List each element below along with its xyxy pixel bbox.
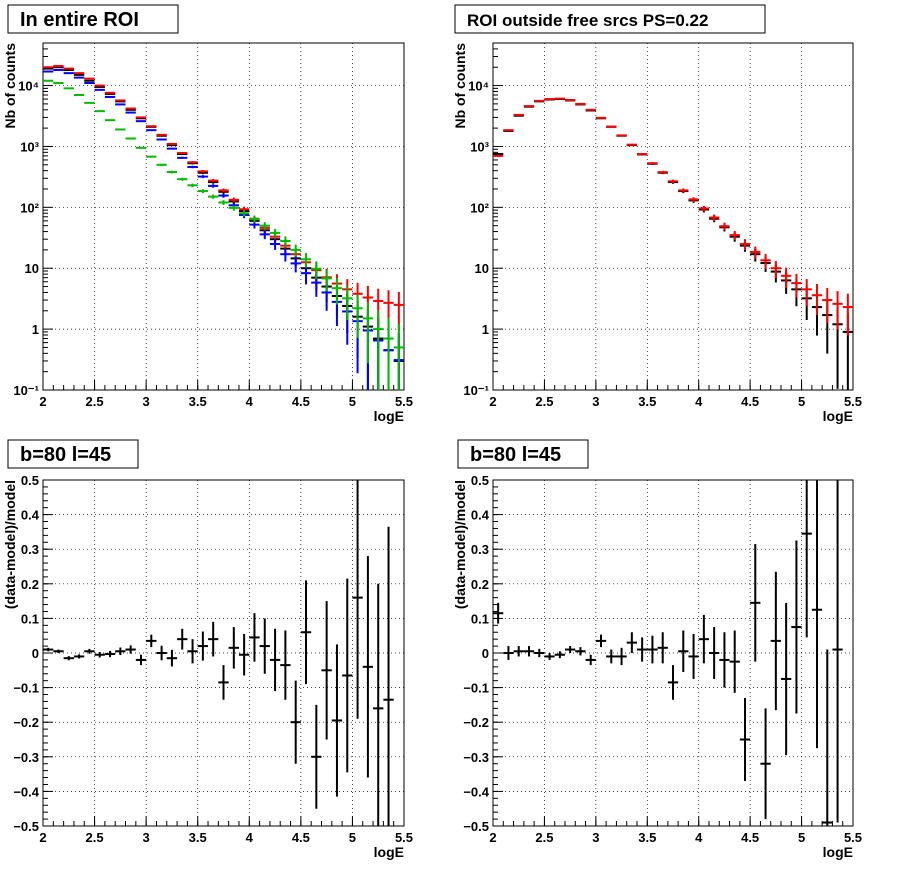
x-tick-label: 4	[246, 830, 254, 845]
x-tick-label: 5	[798, 830, 805, 845]
x-tick-label: 5	[349, 830, 356, 845]
x-tick-label: 5.5	[844, 394, 862, 409]
x-tick-label: 3.5	[638, 830, 656, 845]
y-tick-label: 1	[32, 322, 39, 337]
y-tick-label: 0.1	[21, 611, 39, 626]
y-tick-label: 10⁴	[468, 79, 489, 94]
y-tick-label: 0.4	[21, 508, 40, 523]
y-tick-label: 10⁻¹	[463, 383, 489, 398]
y-tick-label: −0.2	[13, 715, 39, 730]
y-tick-label: 0.4	[471, 508, 490, 523]
plot-frame	[492, 479, 854, 827]
x-tick-label: 3.5	[189, 830, 207, 845]
y-tick-label: −0.4	[13, 784, 39, 799]
chart-title: b=80 l=45	[20, 444, 111, 466]
y-tick-label: 0.3	[471, 542, 489, 557]
x-tick-label: 2	[39, 830, 46, 845]
y-tick-label: 10⁻¹	[13, 383, 39, 398]
series-3	[43, 79, 404, 390]
plot-frame	[42, 42, 405, 391]
residuals	[493, 480, 843, 826]
x-tick-label: 5.5	[395, 830, 413, 845]
y-tick-label: −0.4	[463, 784, 489, 799]
y-tick-label: 0.5	[471, 473, 489, 488]
x-tick-label: 5	[798, 394, 805, 409]
y-axis-title: Nb of counts	[452, 43, 468, 129]
x-axis-title: logE	[374, 844, 404, 860]
x-axis-title: logE	[823, 844, 853, 860]
title-box	[7, 4, 179, 34]
panel-bottom-right: b=80 l=45 2 2.5 3 3.5 4 4.5 5 5.5 −0.5 −0.4 −0.3 −0.…	[452, 439, 862, 860]
x-tick-label: 4	[695, 830, 703, 845]
y-axis-title: (data-model)/model	[2, 480, 18, 609]
x-tick-label: 4.5	[741, 394, 759, 409]
x-tick-label: 2	[489, 394, 496, 409]
x-tick-label: 3	[592, 830, 599, 845]
chart-title: In entire ROI	[20, 9, 139, 31]
x-tick-label: 3.5	[638, 394, 656, 409]
y-tick-label: −0.2	[463, 715, 489, 730]
x-tick-label: 4.5	[741, 830, 759, 845]
plot-frame	[492, 42, 854, 391]
x-tick-label: 4	[695, 394, 703, 409]
x-axis-title: logE	[374, 408, 404, 424]
x-tick-label: 3	[143, 394, 150, 409]
y-tick-label: −0.5	[13, 819, 39, 834]
y-tick-label: 10³	[20, 139, 39, 154]
residuals	[43, 480, 394, 826]
series-1	[43, 64, 404, 332]
y-tick-label: 1	[482, 322, 489, 337]
plot-frame	[42, 479, 405, 827]
y-tick-label: −0.5	[463, 819, 489, 834]
y-tick-label: 0.5	[21, 473, 39, 488]
x-tick-label: 4.5	[292, 830, 310, 845]
x-tick-label: 3	[592, 394, 599, 409]
x-tick-label: 2	[489, 830, 496, 845]
y-tick-label: 0	[482, 646, 489, 661]
y-tick-label: 0.1	[471, 611, 489, 626]
y-tick-label: 10⁴	[18, 79, 39, 94]
y-tick-label: 0.2	[21, 577, 39, 592]
x-tick-label: 5	[349, 394, 356, 409]
chart-title: ROI outside free srcs PS=0.22	[467, 11, 708, 30]
y-tick-label: 0.3	[21, 542, 39, 557]
y-tick-label: 10	[25, 261, 39, 276]
title-box	[454, 4, 766, 34]
y-tick-label: −0.1	[13, 681, 39, 696]
y-tick-label: 10	[475, 261, 489, 276]
title-box	[457, 439, 589, 469]
y-tick-label: 10²	[20, 200, 39, 215]
x-tick-label: 2.5	[86, 830, 104, 845]
x-tick-label: 2.5	[86, 394, 104, 409]
y-tick-label: 0.2	[471, 577, 489, 592]
x-axis-title: logE	[823, 408, 853, 424]
x-tick-label: 2	[39, 394, 46, 409]
series-0	[43, 66, 404, 390]
y-tick-label: −0.1	[463, 681, 489, 696]
y-tick-label: 0	[32, 646, 39, 661]
panel-top-right: ROI outside free srcs PS=0.22 2 2.5 3 3.5 4 4.…	[452, 4, 862, 424]
x-tick-label: 3.5	[189, 394, 207, 409]
x-tick-label: 4.5	[292, 394, 310, 409]
x-tick-label: 5.5	[844, 830, 862, 845]
x-tick-label: 5.5	[395, 394, 413, 409]
x-tick-label: 4	[246, 394, 254, 409]
panel-top-left: In entire ROI 2 2.5 3 3.5 4 4.5 5 5.5 10⁻¹ 1 10 10² 1…	[2, 4, 413, 424]
series-1	[493, 97, 853, 336]
y-tick-label: 10²	[470, 200, 489, 215]
x-tick-label: 2.5	[535, 394, 553, 409]
series-0	[493, 98, 853, 390]
title-box	[7, 439, 139, 469]
y-tick-label: 10³	[470, 139, 489, 154]
series-2	[43, 69, 404, 390]
y-axis-title: (data-model)/model	[452, 480, 468, 609]
x-tick-label: 3	[143, 830, 150, 845]
chart-title: b=80 l=45	[470, 444, 561, 466]
x-tick-label: 2.5	[535, 830, 553, 845]
y-tick-label: −0.3	[13, 750, 39, 765]
panel-bottom-left: b=80 l=45 2 2.5 3 3.5 4 4.5 5 5.5 −0.5 −0.4 −0.3 −0.…	[2, 439, 413, 860]
y-tick-label: −0.3	[463, 750, 489, 765]
y-axis-title: Nb of counts	[2, 43, 18, 129]
